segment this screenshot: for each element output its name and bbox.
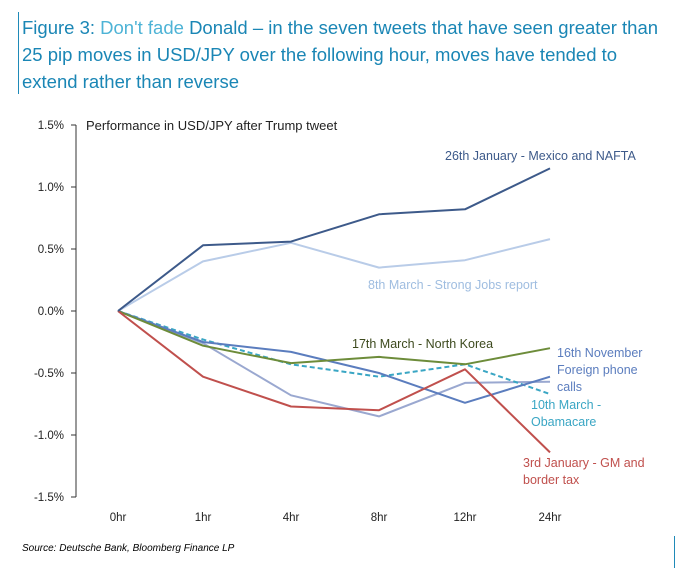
x-tick-label: 4hr [283, 512, 300, 524]
series-annotation: Foreign phone [557, 363, 638, 377]
figure-number: Figure 3: [22, 17, 101, 38]
y-tick-label: 0.0% [38, 306, 64, 318]
series-annotation: 17th March - North Korea [352, 337, 493, 351]
series-annotation: 8th March - Strong Jobs report [368, 278, 538, 292]
x-tick-label: 1hr [195, 512, 212, 524]
series-annotation: 3rd January - GM and [523, 456, 645, 470]
y-tick-label: -1.5% [34, 492, 64, 504]
series-line-1 [117, 238, 551, 312]
series-annotation: Obamacare [531, 415, 596, 429]
x-tick-label: 8hr [371, 512, 388, 524]
plot-title: Performance in USD/JPY after Trump tweet [86, 118, 338, 133]
figure-title: Figure 3: Don't fade Donald – in the sev… [22, 14, 672, 95]
y-tick-label: 1.5% [38, 120, 64, 132]
series-annotation: 16th November [557, 346, 642, 360]
y-tick-label: 1.0% [38, 182, 64, 194]
x-tick-label: 24hr [538, 512, 561, 524]
series-line-3 [117, 310, 551, 404]
series-line-6 [117, 310, 551, 418]
source-note: Source: Deutsche Bank, Bloomberg Finance… [22, 543, 235, 554]
y-tick-label: -1.0% [34, 430, 64, 442]
series-line-4 [117, 310, 551, 396]
x-tick-label: 12hr [453, 512, 476, 524]
figure-title-lead: Don't fade [100, 17, 190, 38]
title-accent-line [18, 12, 19, 94]
series-annotation: 26th January - Mexico and NAFTA [445, 149, 636, 163]
source-accent-line [674, 536, 675, 568]
x-tick-label: 0hr [110, 512, 127, 524]
series-annotation: border tax [523, 473, 580, 487]
series-line-0 [117, 167, 551, 312]
series-line-5 [117, 310, 551, 454]
y-tick-label: -0.5% [34, 368, 64, 380]
series-annotation: 10th March - [531, 398, 601, 412]
y-tick-label: 0.5% [38, 244, 64, 256]
series-line-2 [117, 310, 551, 366]
figure-title-rest: Donald – in the seven tweets that have s… [22, 17, 659, 92]
series-annotation: calls [557, 380, 582, 394]
